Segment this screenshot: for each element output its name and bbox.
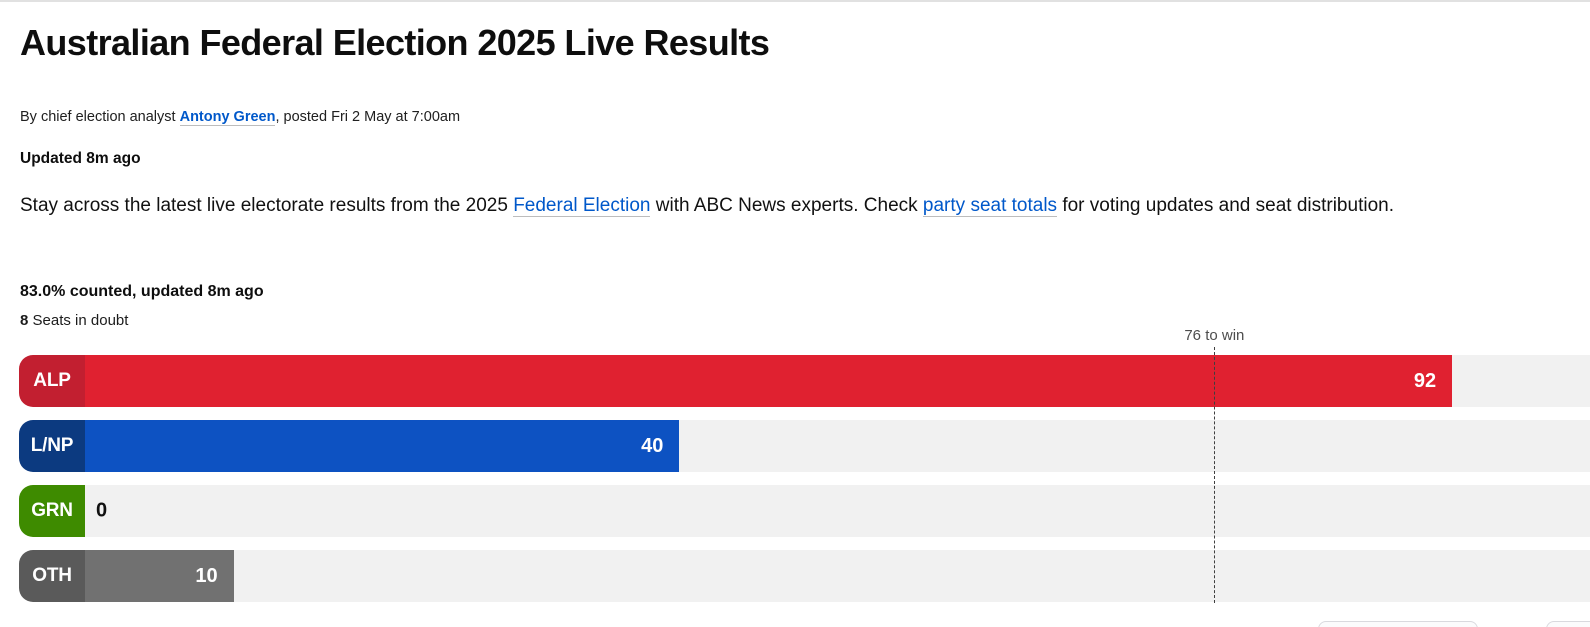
seat-track: 10 <box>85 550 1590 602</box>
top-divider <box>0 0 1590 2</box>
chart-row: L/NP 40 <box>19 420 1590 472</box>
party-label: ALP <box>19 355 85 407</box>
author-link[interactable]: Antony Green <box>179 109 276 126</box>
seat-track: 0 <box>85 485 1590 537</box>
seats-in-doubt-count: 8 <box>20 312 29 329</box>
federal-election-link[interactable]: Federal Election <box>513 195 651 217</box>
intro-part2: with ABC News experts. Check <box>650 195 923 216</box>
party-seat-totals-link[interactable]: party seat totals <box>922 195 1058 217</box>
intro-part1: Stay across the latest live electorate r… <box>20 195 514 216</box>
page-title: Australian Federal Election 2025 Live Re… <box>20 22 770 63</box>
seat-count: 0 <box>96 499 108 522</box>
seats-in-doubt-label: Seats in doubt <box>28 312 129 329</box>
seat-track: 92 <box>85 355 1590 407</box>
updated-timestamp: Updated 8m ago <box>20 150 141 167</box>
intro-part3: for voting updates and seat distribution… <box>1057 195 1394 216</box>
partial-button-left[interactable] <box>1318 621 1478 627</box>
counted-status: 83.0% counted, updated 8m ago <box>20 283 264 300</box>
intro-paragraph: Stay across the latest live electorate r… <box>20 195 1580 217</box>
seat-count: 40 <box>641 434 664 457</box>
seat-bar: 92 <box>85 355 1453 407</box>
majority-threshold-label: 76 to win <box>1184 327 1245 344</box>
seat-count: 92 <box>1413 369 1437 392</box>
chart-row: GRN 0 <box>19 485 1590 537</box>
seat-bar: 40 <box>85 420 680 472</box>
byline-prefix: By chief election analyst <box>20 109 180 125</box>
chart-row: ALP 92 <box>19 355 1590 407</box>
seat-track: 40 <box>85 420 1590 472</box>
byline-suffix: , posted Fri 2 May at 7:00am <box>275 109 461 125</box>
majority-threshold-line <box>1214 347 1216 603</box>
party-label: GRN <box>19 485 85 537</box>
partial-button-right[interactable] <box>1546 621 1590 627</box>
chart-row: OTH 10 <box>19 550 1590 602</box>
seat-bar: 10 <box>85 550 234 602</box>
byline: By chief election analyst Antony Green, … <box>20 109 461 126</box>
seat-totals-chart: 76 to win ALP 92 L/NP 40 G <box>19 327 1590 607</box>
chart-rows: ALP 92 L/NP 40 GRN 0 <box>19 355 1590 615</box>
party-label: L/NP <box>19 420 85 472</box>
seats-in-doubt: 8 Seats in doubt <box>20 312 128 329</box>
seat-count: 10 <box>195 564 218 587</box>
party-label: OTH <box>19 550 85 602</box>
